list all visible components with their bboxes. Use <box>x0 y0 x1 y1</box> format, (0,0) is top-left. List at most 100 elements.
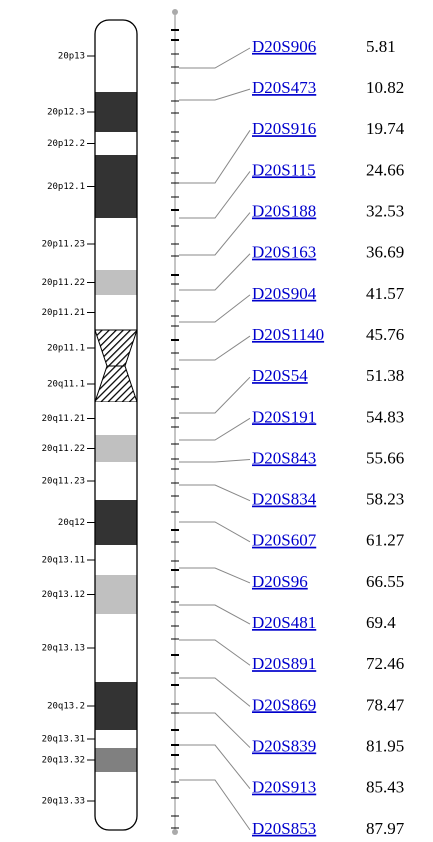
band-label: 20q11.21 <box>42 414 85 424</box>
marker-link[interactable]: D20S891 <box>252 654 316 673</box>
band <box>95 365 137 403</box>
marker-name[interactable]: D20S913 <box>252 778 316 797</box>
band-label: 20p13 <box>58 52 85 62</box>
marker-name[interactable]: D20S96 <box>252 572 308 591</box>
marker-link[interactable]: D20S916 <box>252 119 316 138</box>
marker-link[interactable]: D20S54 <box>252 366 308 385</box>
marker-link[interactable]: D20S904 <box>252 284 317 303</box>
marker-link[interactable]: D20S843 <box>252 448 316 467</box>
band-label: 20p11.22 <box>42 278 85 288</box>
band-label: 20p11.23 <box>42 240 85 250</box>
marker-link[interactable]: D20S834 <box>252 490 317 509</box>
marker-position: 61.27 <box>366 531 405 550</box>
marker-name[interactable]: D20S191 <box>252 407 316 426</box>
marker-connector <box>179 376 251 414</box>
marker-position: 36.69 <box>366 243 404 262</box>
marker-name[interactable]: D20S163 <box>252 243 316 262</box>
marker-link[interactable]: D20S96 <box>252 572 308 591</box>
band-label: 20q11.23 <box>42 477 85 487</box>
marker-connector <box>179 604 251 625</box>
marker-position: 55.66 <box>366 448 404 467</box>
marker-name[interactable]: D20S904 <box>252 284 317 303</box>
band-label: 20q11.22 <box>42 444 85 454</box>
marker-name[interactable]: D20S906 <box>252 37 316 56</box>
band <box>95 682 137 730</box>
marker-position: 51.38 <box>366 366 404 385</box>
band-label: 20p12.2 <box>47 139 85 149</box>
marker-name[interactable]: D20S115 <box>252 160 316 179</box>
chromosome-outline <box>94 19 138 831</box>
band <box>95 462 137 500</box>
band <box>95 270 137 295</box>
marker-connector <box>179 779 251 831</box>
marker-name[interactable]: D20S54 <box>252 366 308 385</box>
marker-name[interactable]: D20S607 <box>252 531 317 550</box>
marker-name[interactable]: D20S473 <box>252 78 316 97</box>
marker-link[interactable]: D20S191 <box>252 407 316 426</box>
marker-connector <box>179 88 251 101</box>
band <box>95 20 137 92</box>
band-label: 20p11.1 <box>47 344 85 354</box>
band-label: 20q13.32 <box>42 756 85 766</box>
marker-name[interactable]: D20S188 <box>252 202 316 221</box>
marker-link[interactable]: D20S869 <box>252 695 316 714</box>
band-label: 20q13.12 <box>42 590 85 600</box>
marker-link[interactable]: D20S115 <box>252 160 316 179</box>
marker-position: 24.66 <box>366 160 404 179</box>
marker-name[interactable]: D20S891 <box>252 654 316 673</box>
marker-name[interactable]: D20S481 <box>252 613 316 632</box>
marker-name[interactable]: D20S834 <box>252 490 317 509</box>
marker-link[interactable]: D20S906 <box>252 37 316 56</box>
marker-link[interactable]: D20S839 <box>252 736 316 755</box>
band <box>95 614 137 682</box>
marker-position: 5.81 <box>366 37 396 56</box>
marker-position: 66.55 <box>366 572 404 591</box>
marker-name[interactable]: D20S843 <box>252 448 316 467</box>
marker-name[interactable]: D20S916 <box>252 119 316 138</box>
band <box>95 545 137 575</box>
marker-connector <box>179 130 251 184</box>
marker-name[interactable]: D20S839 <box>252 736 316 755</box>
marker-link[interactable]: D20S1140 <box>252 325 324 344</box>
marker-link[interactable]: D20S163 <box>252 243 316 262</box>
band-label: 20q12 <box>58 518 85 528</box>
marker-connector <box>179 639 251 666</box>
band <box>95 295 137 330</box>
marker-connector <box>179 47 251 69</box>
marker-position: 19.74 <box>366 119 405 138</box>
marker-connector <box>179 294 251 323</box>
band <box>95 92 137 132</box>
band <box>95 500 137 545</box>
axis-end <box>172 829 178 835</box>
band <box>95 435 137 462</box>
marker-position: 78.47 <box>366 695 405 714</box>
marker-link[interactable]: D20S607 <box>252 531 317 550</box>
marker-connector <box>179 253 251 291</box>
band-label: 20q11.1 <box>47 380 85 390</box>
marker-name[interactable]: D20S869 <box>252 695 316 714</box>
band <box>95 772 137 830</box>
marker-position: 69.4 <box>366 613 396 632</box>
marker-connector <box>179 417 251 441</box>
marker-position: 41.57 <box>366 284 405 303</box>
band <box>95 748 137 772</box>
marker-connector <box>179 484 251 502</box>
marker-position: 87.97 <box>366 819 405 838</box>
marker-connector <box>179 335 251 361</box>
band <box>95 132 137 155</box>
marker-name[interactable]: D20S1140 <box>252 325 324 344</box>
band-label: 20p12.1 <box>47 182 85 192</box>
marker-link[interactable]: D20S188 <box>252 202 316 221</box>
marker-link[interactable]: D20S913 <box>252 778 316 797</box>
band <box>95 575 137 614</box>
marker-link[interactable]: D20S853 <box>252 819 316 838</box>
marker-position: 32.53 <box>366 202 404 221</box>
marker-connector <box>179 171 251 219</box>
marker-name[interactable]: D20S853 <box>252 819 316 838</box>
band-label: 20p11.21 <box>42 308 85 318</box>
marker-connector <box>179 744 251 790</box>
marker-link[interactable]: D20S473 <box>252 78 316 97</box>
marker-position: 54.83 <box>366 407 404 426</box>
marker-link[interactable]: D20S481 <box>252 613 316 632</box>
